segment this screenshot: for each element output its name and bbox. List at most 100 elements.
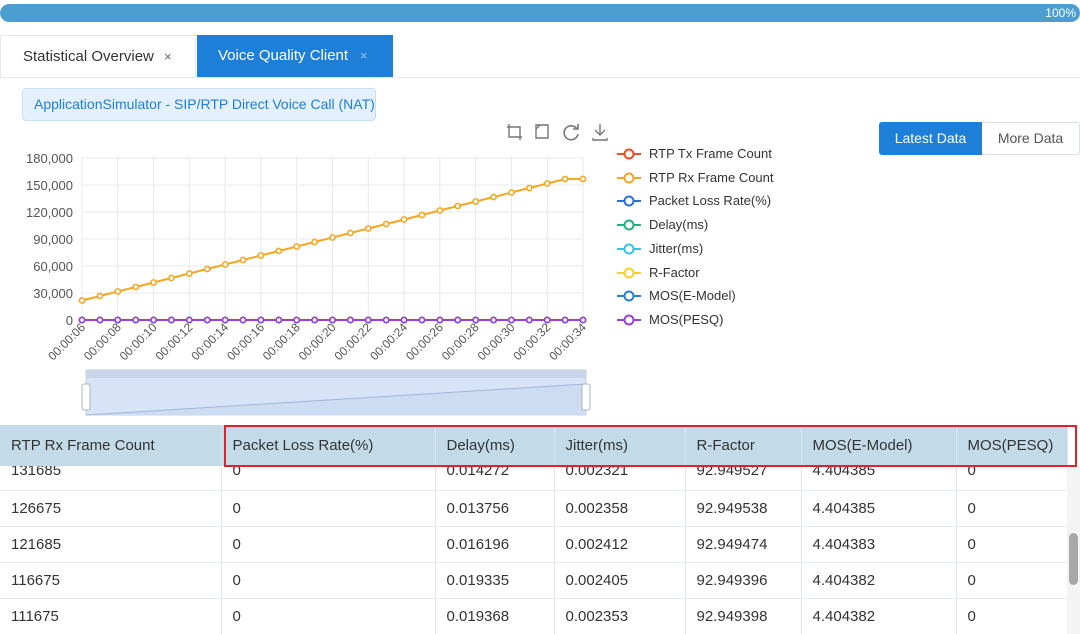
table-cell: 0: [221, 598, 436, 634]
table-cell: 92.949474: [685, 526, 802, 563]
legend-item[interactable]: RTP Tx Frame Count: [616, 144, 796, 166]
data-point: [96, 292, 104, 300]
column-header[interactable]: Delay(ms): [435, 425, 555, 466]
table-cell: 4.404385: [801, 466, 957, 491]
table-header-row: RTP Rx Frame Count Packet Loss Rate(%) D…: [0, 425, 1068, 466]
table-row[interactable]: 126675 0 0.013756 0.002358 92.949538 4.404385…: [0, 490, 1068, 527]
data-point: [168, 316, 175, 324]
close-icon[interactable]: ×: [360, 48, 368, 63]
table-cell: 0: [221, 562, 436, 599]
tab-voice-quality-client[interactable]: Voice Quality Client ×: [197, 35, 393, 77]
column-header[interactable]: MOS(E-Model): [801, 425, 957, 466]
x-tick-label: 00:00:16: [224, 320, 267, 363]
restore-icon[interactable]: [560, 121, 582, 143]
legend-item[interactable]: Jitter(ms): [616, 239, 796, 261]
zoom-select-icon[interactable]: [504, 121, 526, 143]
legend-item[interactable]: Packet Loss Rate(%): [616, 191, 796, 213]
data-point: [329, 234, 336, 241]
legend-label: RTP Tx Frame Count: [649, 146, 772, 161]
x-tick-label: 00:00:08: [81, 320, 124, 363]
y-tick-label: 30,000: [33, 286, 73, 301]
latest-data-button[interactable]: Latest Data: [879, 122, 982, 155]
data-point: [311, 316, 319, 324]
application-simulator-label: ApplicationSimulator - SIP/RTP Direct Vo…: [22, 88, 376, 121]
column-header[interactable]: Packet Loss Rate(%): [221, 425, 436, 466]
data-point: [508, 316, 515, 324]
y-tick-label: 90,000: [33, 232, 73, 247]
data-point: [525, 316, 533, 324]
progress-fill: [0, 4, 1080, 22]
table-cell: 0.002412: [554, 526, 686, 563]
table-cell: 92.949396: [685, 562, 802, 599]
table-cell: 0.019335: [435, 562, 555, 599]
table-row[interactable]: 131685 0 0.014272 0.002321 92.949527 4.404385…: [0, 466, 1068, 491]
column-header[interactable]: R-Factor: [685, 425, 802, 466]
table-cell: 0.002321: [554, 466, 686, 491]
data-point: [508, 189, 515, 196]
table-cell: 0.014272: [435, 466, 555, 491]
x-tick-label: 00:00:30: [475, 320, 518, 363]
data-point: [400, 316, 408, 324]
close-icon[interactable]: ×: [164, 49, 172, 64]
data-point: [221, 316, 229, 324]
data-point: [257, 316, 265, 324]
column-header[interactable]: RTP Rx Frame Count: [0, 425, 222, 466]
data-point: [418, 316, 426, 324]
data-point: [490, 193, 497, 201]
data-point: [364, 316, 372, 324]
data-point: [364, 225, 372, 232]
data-point: [418, 211, 426, 219]
tab-statistical-overview[interactable]: Statistical Overview ×: [0, 35, 196, 77]
table-cell: 0.002353: [554, 598, 686, 634]
table-row[interactable]: 116675 0 0.019335 0.002405 92.949396 4.404382…: [0, 562, 1068, 599]
legend-label: Packet Loss Rate(%): [649, 193, 772, 209]
data-point: [132, 316, 140, 324]
legend-line-icon: [617, 314, 641, 326]
tab-label: Voice Quality Client: [218, 47, 349, 64]
legend-line-icon: [617, 290, 641, 302]
legend-label: MOS(PESQ): [649, 311, 724, 327]
table-scrollbar-thumb[interactable]: [1069, 533, 1078, 585]
data-point: [329, 316, 336, 324]
table-cell: 0: [221, 466, 436, 491]
data-point: [436, 316, 444, 324]
table-cell: 116675: [0, 562, 222, 599]
y-tick-label: 60,000: [33, 259, 73, 274]
data-point: [185, 316, 193, 324]
column-header[interactable]: MOS(PESQ): [956, 425, 1068, 466]
x-tick-label: 00:00:28: [439, 320, 482, 363]
data-point: [543, 316, 551, 324]
x-tick-label: 00:00:22: [331, 320, 374, 363]
zoom-reset-icon[interactable]: [532, 121, 554, 143]
legend-item[interactable]: Delay(ms): [616, 215, 796, 237]
table-cell: 0: [956, 466, 1068, 491]
table-row[interactable]: 111675 0 0.019368 0.002353 92.949398 4.404382…: [0, 598, 1068, 634]
data-table: RTP Rx Frame Count Packet Loss Rate(%) D…: [0, 425, 1080, 634]
data-point: [275, 247, 283, 255]
legend-line-icon: [617, 219, 641, 231]
legend-item[interactable]: R-Factor: [616, 263, 796, 285]
download-icon[interactable]: [589, 121, 611, 143]
column-header[interactable]: Jitter(ms): [554, 425, 686, 466]
data-point: [96, 316, 104, 324]
table-row[interactable]: 121685 0 0.016196 0.002412 92.949474 4.404383…: [0, 526, 1068, 563]
table-cell: 111675: [0, 598, 222, 634]
legend-label: Delay(ms): [649, 217, 709, 233]
table-cell: 121685: [0, 526, 222, 563]
table-cell: 0: [221, 526, 436, 563]
table-cell: 4.404382: [801, 598, 957, 634]
zoom-handle-right: [581, 383, 591, 411]
table-cell: 0.019368: [435, 598, 555, 634]
table-cell: 131685: [0, 466, 222, 491]
legend-item[interactable]: RTP Rx Frame Count: [616, 168, 796, 190]
more-data-button[interactable]: More Data: [982, 122, 1080, 155]
legend-label: Jitter(ms): [649, 240, 704, 256]
legend-item[interactable]: MOS(E-Model): [616, 286, 796, 308]
zoom-handle-left: [81, 383, 91, 411]
data-point: [114, 288, 122, 295]
data-point: [150, 279, 157, 286]
x-tick-label: 00:00:10: [117, 320, 160, 363]
table-cell: 92.949527: [685, 466, 802, 491]
legend-item[interactable]: MOS(PESQ): [616, 310, 796, 332]
x-tick-label: 00:00:20: [296, 320, 339, 363]
